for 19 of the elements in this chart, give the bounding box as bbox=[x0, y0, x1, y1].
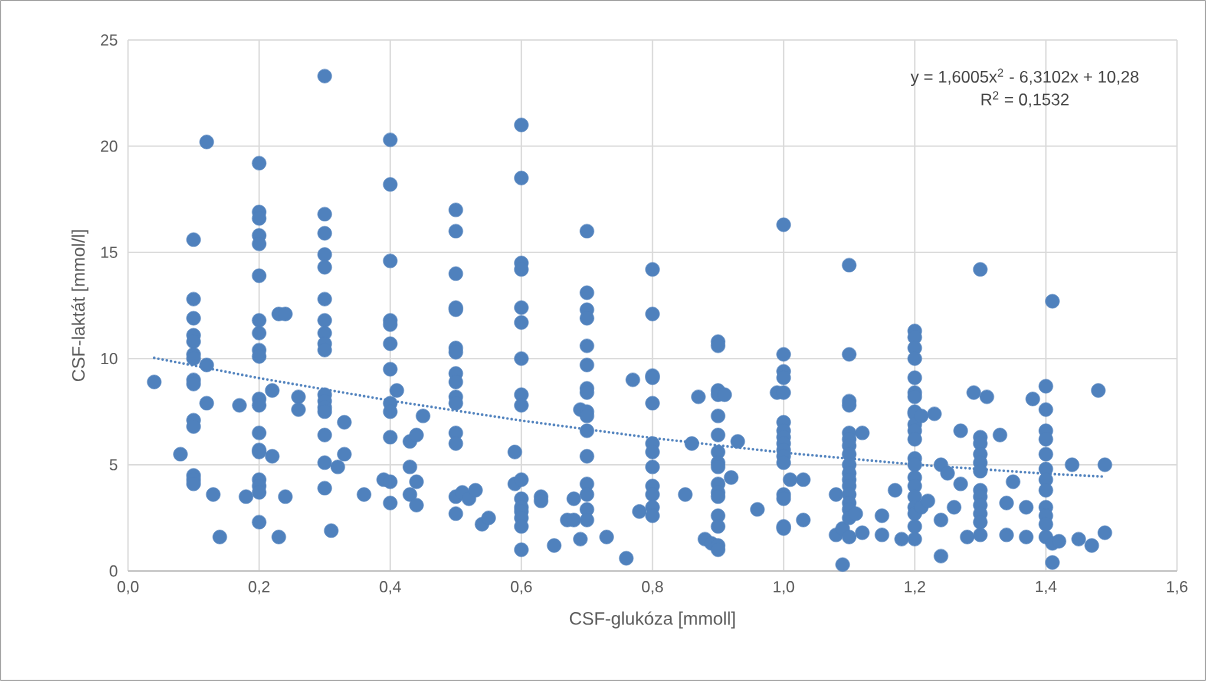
x-tick-label: 1,0 bbox=[773, 581, 795, 595]
x-tick-label: 1,2 bbox=[904, 581, 926, 595]
y-tick-label: 15 bbox=[101, 246, 118, 258]
y-tick-label: 0 bbox=[109, 565, 118, 577]
x-tick-label: 1,6 bbox=[1167, 581, 1188, 595]
annotation: y = 1,6005x$^{2}$ - 6,3102x + 10,28 bbox=[910, 68, 1139, 86]
annotation: R$^{2}$ = 0,1532 bbox=[981, 91, 1069, 108]
x-tick-label: 0,6 bbox=[510, 581, 532, 595]
x-tick-label: 0,0 bbox=[117, 581, 139, 595]
x-tick-label: 0,2 bbox=[248, 581, 270, 595]
y-axis-title: CSF-laktát [mmol/l] bbox=[71, 230, 89, 382]
y-tick-label: 20 bbox=[100, 140, 118, 152]
x-tick-label: 0,4 bbox=[379, 581, 401, 595]
x-tick-label: 0,8 bbox=[642, 581, 663, 595]
y-tick-label: 10 bbox=[101, 352, 118, 365]
y-tick-label: 25 bbox=[100, 34, 118, 46]
x-tick-label: 1,4 bbox=[1035, 581, 1057, 595]
x-axis-title: CSF-glukóza [mmoll] bbox=[569, 611, 735, 629]
y-tick-label: 5 bbox=[109, 459, 118, 471]
